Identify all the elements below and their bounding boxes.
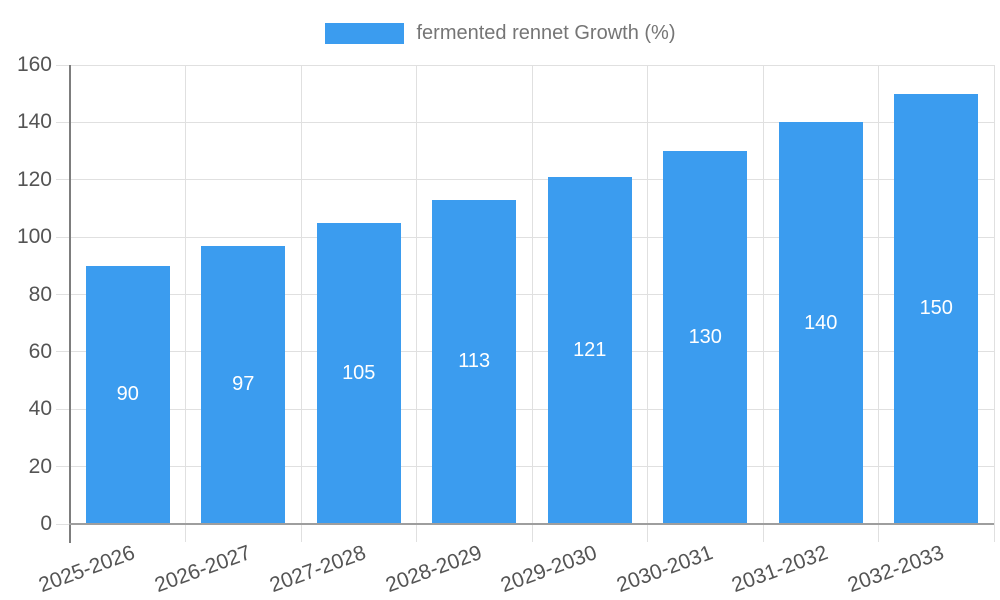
bar: 121 xyxy=(547,176,632,524)
bar-value-label: 130 xyxy=(688,326,722,349)
bar: 97 xyxy=(201,245,286,524)
x-tick-label: 2026-2027 xyxy=(151,541,254,598)
x-tick-mark xyxy=(300,524,302,542)
x-tick-label: 2027-2028 xyxy=(267,541,370,598)
y-tick-label: 160 xyxy=(16,53,52,76)
y-tick-label: 0 xyxy=(40,512,52,535)
x-tick-label: 2025-2026 xyxy=(36,541,139,598)
v-gridline xyxy=(185,65,186,524)
v-gridline xyxy=(878,65,879,524)
y-axis-line xyxy=(69,65,71,543)
x-tick-mark xyxy=(185,524,186,542)
v-gridline xyxy=(762,65,764,524)
legend-label: fermented rennet Growth (%) xyxy=(416,22,676,44)
y-tick-mark xyxy=(56,466,70,468)
y-tick-mark xyxy=(56,121,70,123)
y-tick-label: 80 xyxy=(28,282,52,306)
bar-value-label: 113 xyxy=(458,350,491,373)
bar: 113 xyxy=(432,199,517,524)
v-gridline xyxy=(993,65,995,524)
x-axis-line xyxy=(69,523,994,525)
y-tick-label: 140 xyxy=(16,110,52,134)
bar-value-label: 90 xyxy=(116,383,139,406)
y-tick-mark xyxy=(56,64,70,66)
y-tick-label: 100 xyxy=(16,225,52,249)
bar: 130 xyxy=(663,151,748,524)
bar-value-label: 150 xyxy=(919,297,953,320)
v-gridline xyxy=(300,65,302,524)
v-gridline xyxy=(531,65,533,524)
x-tick-label: 2030-2031 xyxy=(613,541,716,598)
y-tick-mark xyxy=(56,294,70,295)
bar-value-label: 97 xyxy=(232,373,255,396)
legend[interactable]: fermented rennet Growth (%) xyxy=(0,22,1000,45)
x-tick-label: 2028-2029 xyxy=(382,541,485,598)
y-tick-label: 120 xyxy=(16,167,52,191)
x-tick-mark xyxy=(993,524,995,542)
legend-swatch xyxy=(324,23,404,44)
bar: 150 xyxy=(894,93,979,524)
y-tick-mark xyxy=(56,408,70,410)
y-tick-mark xyxy=(56,523,70,525)
x-tick-label: 2031-2032 xyxy=(729,541,832,598)
y-tick-label: 60 xyxy=(28,339,52,363)
bar: 140 xyxy=(778,122,863,524)
v-gridline xyxy=(647,65,648,524)
x-tick-mark xyxy=(878,524,879,542)
y-tick-mark xyxy=(56,351,70,353)
bar: 105 xyxy=(316,222,401,524)
y-tick-label: 20 xyxy=(28,454,52,478)
bar-value-label: 105 xyxy=(342,361,376,384)
v-gridline xyxy=(416,65,417,524)
y-tick-label: 40 xyxy=(28,397,52,421)
bar: 90 xyxy=(85,265,170,524)
x-tick-mark xyxy=(647,524,648,542)
y-tick-mark xyxy=(56,236,70,238)
x-tick-label: 2029-2030 xyxy=(498,541,601,598)
y-tick-mark xyxy=(56,179,70,181)
x-tick-mark xyxy=(416,524,417,542)
bar-value-label: 121 xyxy=(573,338,607,361)
x-tick-label: 2032-2033 xyxy=(844,541,947,598)
x-tick-mark xyxy=(531,524,533,542)
bar-value-label: 140 xyxy=(804,311,838,334)
x-tick-mark xyxy=(762,524,764,542)
